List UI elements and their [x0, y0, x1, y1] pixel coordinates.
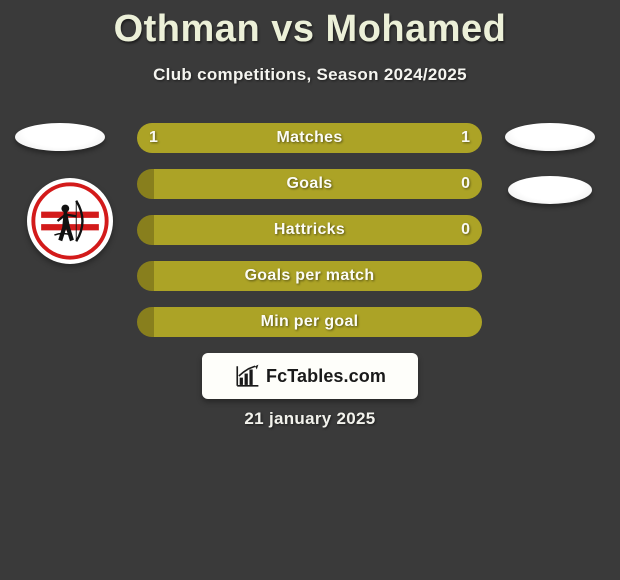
stat-value-right: 0: [461, 175, 470, 193]
stat-bar-left: [137, 169, 154, 199]
stat-value-right: 0: [461, 221, 470, 239]
comparison-title: Othman vs Mohamed: [0, 0, 620, 51]
stat-bar: Min per goal: [137, 307, 482, 337]
infographic-date: 21 january 2025: [0, 409, 620, 429]
club-logo-left: [27, 178, 113, 264]
stat-row: 0Goals: [137, 169, 482, 199]
decorative-ellipse: [508, 176, 592, 204]
comparison-subtitle: Club competitions, Season 2024/2025: [0, 65, 620, 85]
club-crest-icon: [31, 182, 109, 260]
brand-box: FcTables.com: [202, 353, 418, 399]
stat-row: Goals per match: [137, 261, 482, 291]
stat-bar-right: [154, 307, 482, 337]
stat-value-left: 1: [149, 129, 158, 147]
decorative-ellipse: [15, 123, 105, 151]
stat-row: Min per goal: [137, 307, 482, 337]
stat-bar-right: 1: [310, 123, 482, 153]
stat-bar-right: [154, 261, 482, 291]
stat-bar: Goals per match: [137, 261, 482, 291]
stat-value-right: 1: [461, 129, 470, 147]
bar-chart-icon: [234, 363, 260, 389]
stat-bar: 11Matches: [137, 123, 482, 153]
stat-bar-left: 1: [137, 123, 310, 153]
stat-bar-left: [137, 261, 154, 291]
stat-bar-left: [137, 307, 154, 337]
stat-bar-right: 0: [154, 169, 482, 199]
stat-bar: 0Goals: [137, 169, 482, 199]
brand-label: FcTables.com: [266, 366, 386, 387]
decorative-ellipse: [505, 123, 595, 151]
stat-row: 0Hattricks: [137, 215, 482, 245]
stat-bar: 0Hattricks: [137, 215, 482, 245]
stat-row: 11Matches: [137, 123, 482, 153]
stat-bar-right: 0: [154, 215, 482, 245]
stat-bar-left: [137, 215, 154, 245]
